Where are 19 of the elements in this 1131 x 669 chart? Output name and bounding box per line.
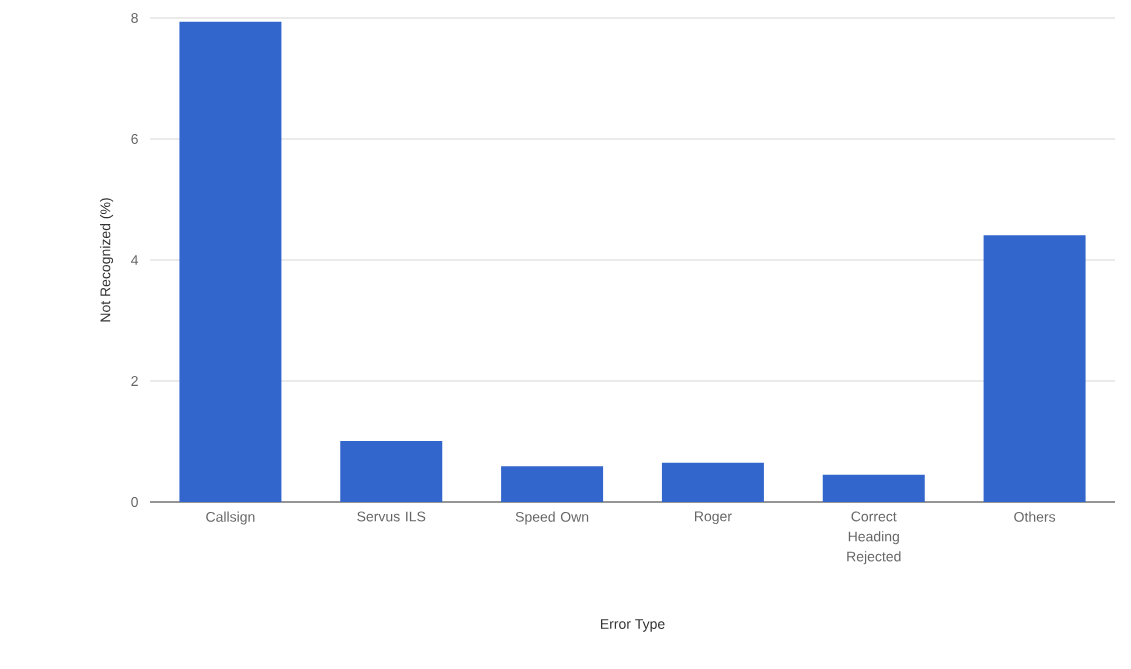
- y-tick-label: 2: [131, 376, 138, 386]
- y-tick-label: 6: [131, 134, 138, 144]
- x-axis-title: Error Type: [600, 619, 665, 632]
- bar: [661, 462, 764, 502]
- x-tick-label: Speed Own: [515, 511, 589, 525]
- bar: [822, 474, 925, 502]
- bar: [501, 466, 604, 502]
- x-tick-label: Callsign: [206, 511, 255, 525]
- bar: [983, 235, 1086, 502]
- y-tick-label: 0: [131, 497, 138, 507]
- y-axis-title: Not Recognized (%): [100, 198, 114, 322]
- bar: [340, 440, 443, 502]
- x-tick-label: Roger: [695, 511, 732, 525]
- y-tick-label: 8: [131, 13, 138, 23]
- y-tick-label: 4: [131, 255, 139, 265]
- bar: [179, 21, 282, 502]
- x-tick-label: Correct Heading Rejected: [847, 511, 901, 565]
- x-tick-label: Others: [1014, 511, 1056, 522]
- x-tick-label: Servus ILS: [357, 511, 426, 522]
